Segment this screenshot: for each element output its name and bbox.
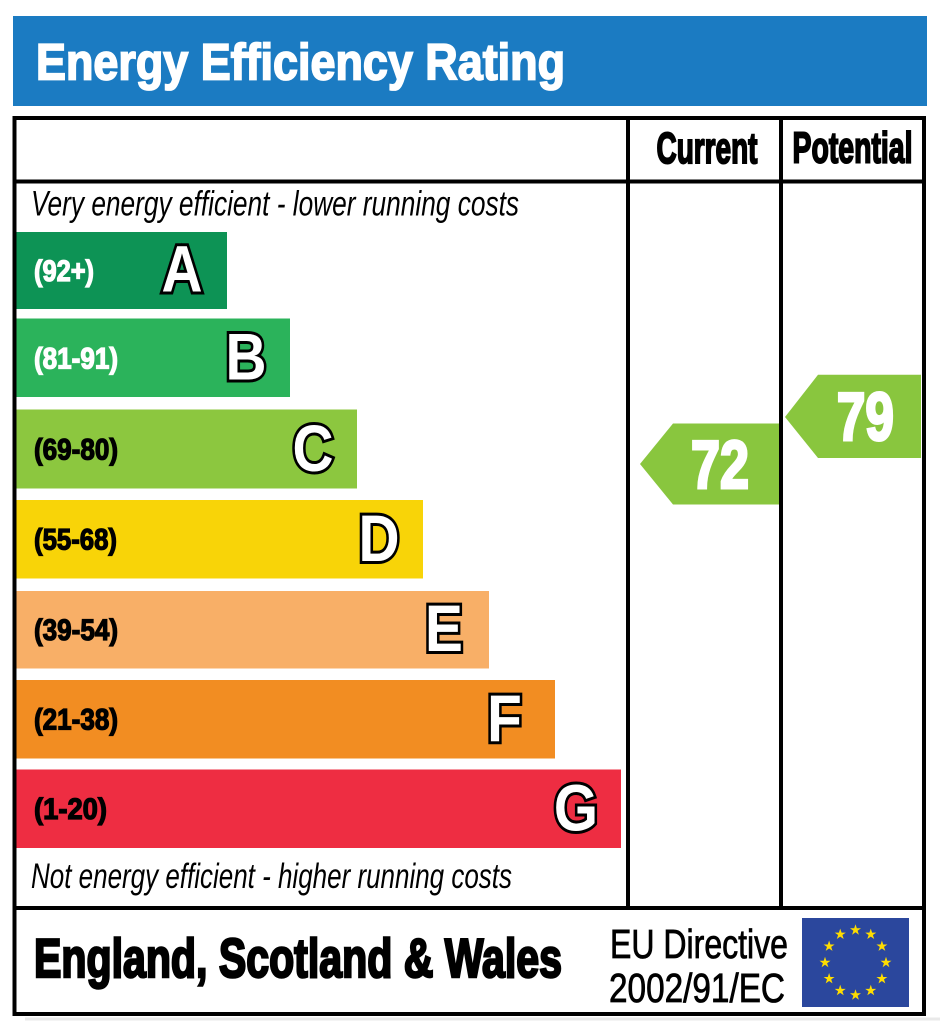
- svg-text:Current: Current: [657, 124, 758, 173]
- svg-text:Very energy efficient - lower: Very energy efficient - lower running co…: [31, 185, 519, 224]
- svg-text:72: 72: [691, 427, 749, 503]
- svg-text:G: G: [554, 772, 598, 846]
- svg-text:EU Directive: EU Directive: [610, 921, 788, 967]
- svg-text:(55-68): (55-68): [34, 524, 117, 557]
- svg-text:(21-38): (21-38): [34, 704, 118, 737]
- svg-text:(92+): (92+): [34, 255, 94, 288]
- svg-text:(39-54): (39-54): [34, 614, 118, 647]
- svg-text:England, Scotland & Wales: England, Scotland & Wales: [34, 927, 562, 989]
- svg-text:Potential: Potential: [793, 124, 913, 173]
- svg-text:B: B: [226, 321, 267, 395]
- svg-text:C: C: [293, 412, 334, 486]
- svg-text:A: A: [162, 233, 203, 307]
- svg-text:Energy Efficiency Rating: Energy Efficiency Rating: [36, 34, 565, 91]
- svg-text:(1-20): (1-20): [34, 793, 107, 826]
- svg-text:(81-91): (81-91): [34, 343, 118, 376]
- svg-text:D: D: [359, 502, 400, 576]
- svg-text:E: E: [425, 592, 463, 666]
- svg-text:(69-80): (69-80): [34, 434, 118, 467]
- svg-text:F: F: [487, 682, 522, 756]
- svg-text:2002/91/EC: 2002/91/EC: [609, 965, 785, 1011]
- svg-text:Not energy efficient - higher: Not energy efficient - higher running co…: [31, 857, 512, 896]
- svg-text:79: 79: [837, 379, 894, 455]
